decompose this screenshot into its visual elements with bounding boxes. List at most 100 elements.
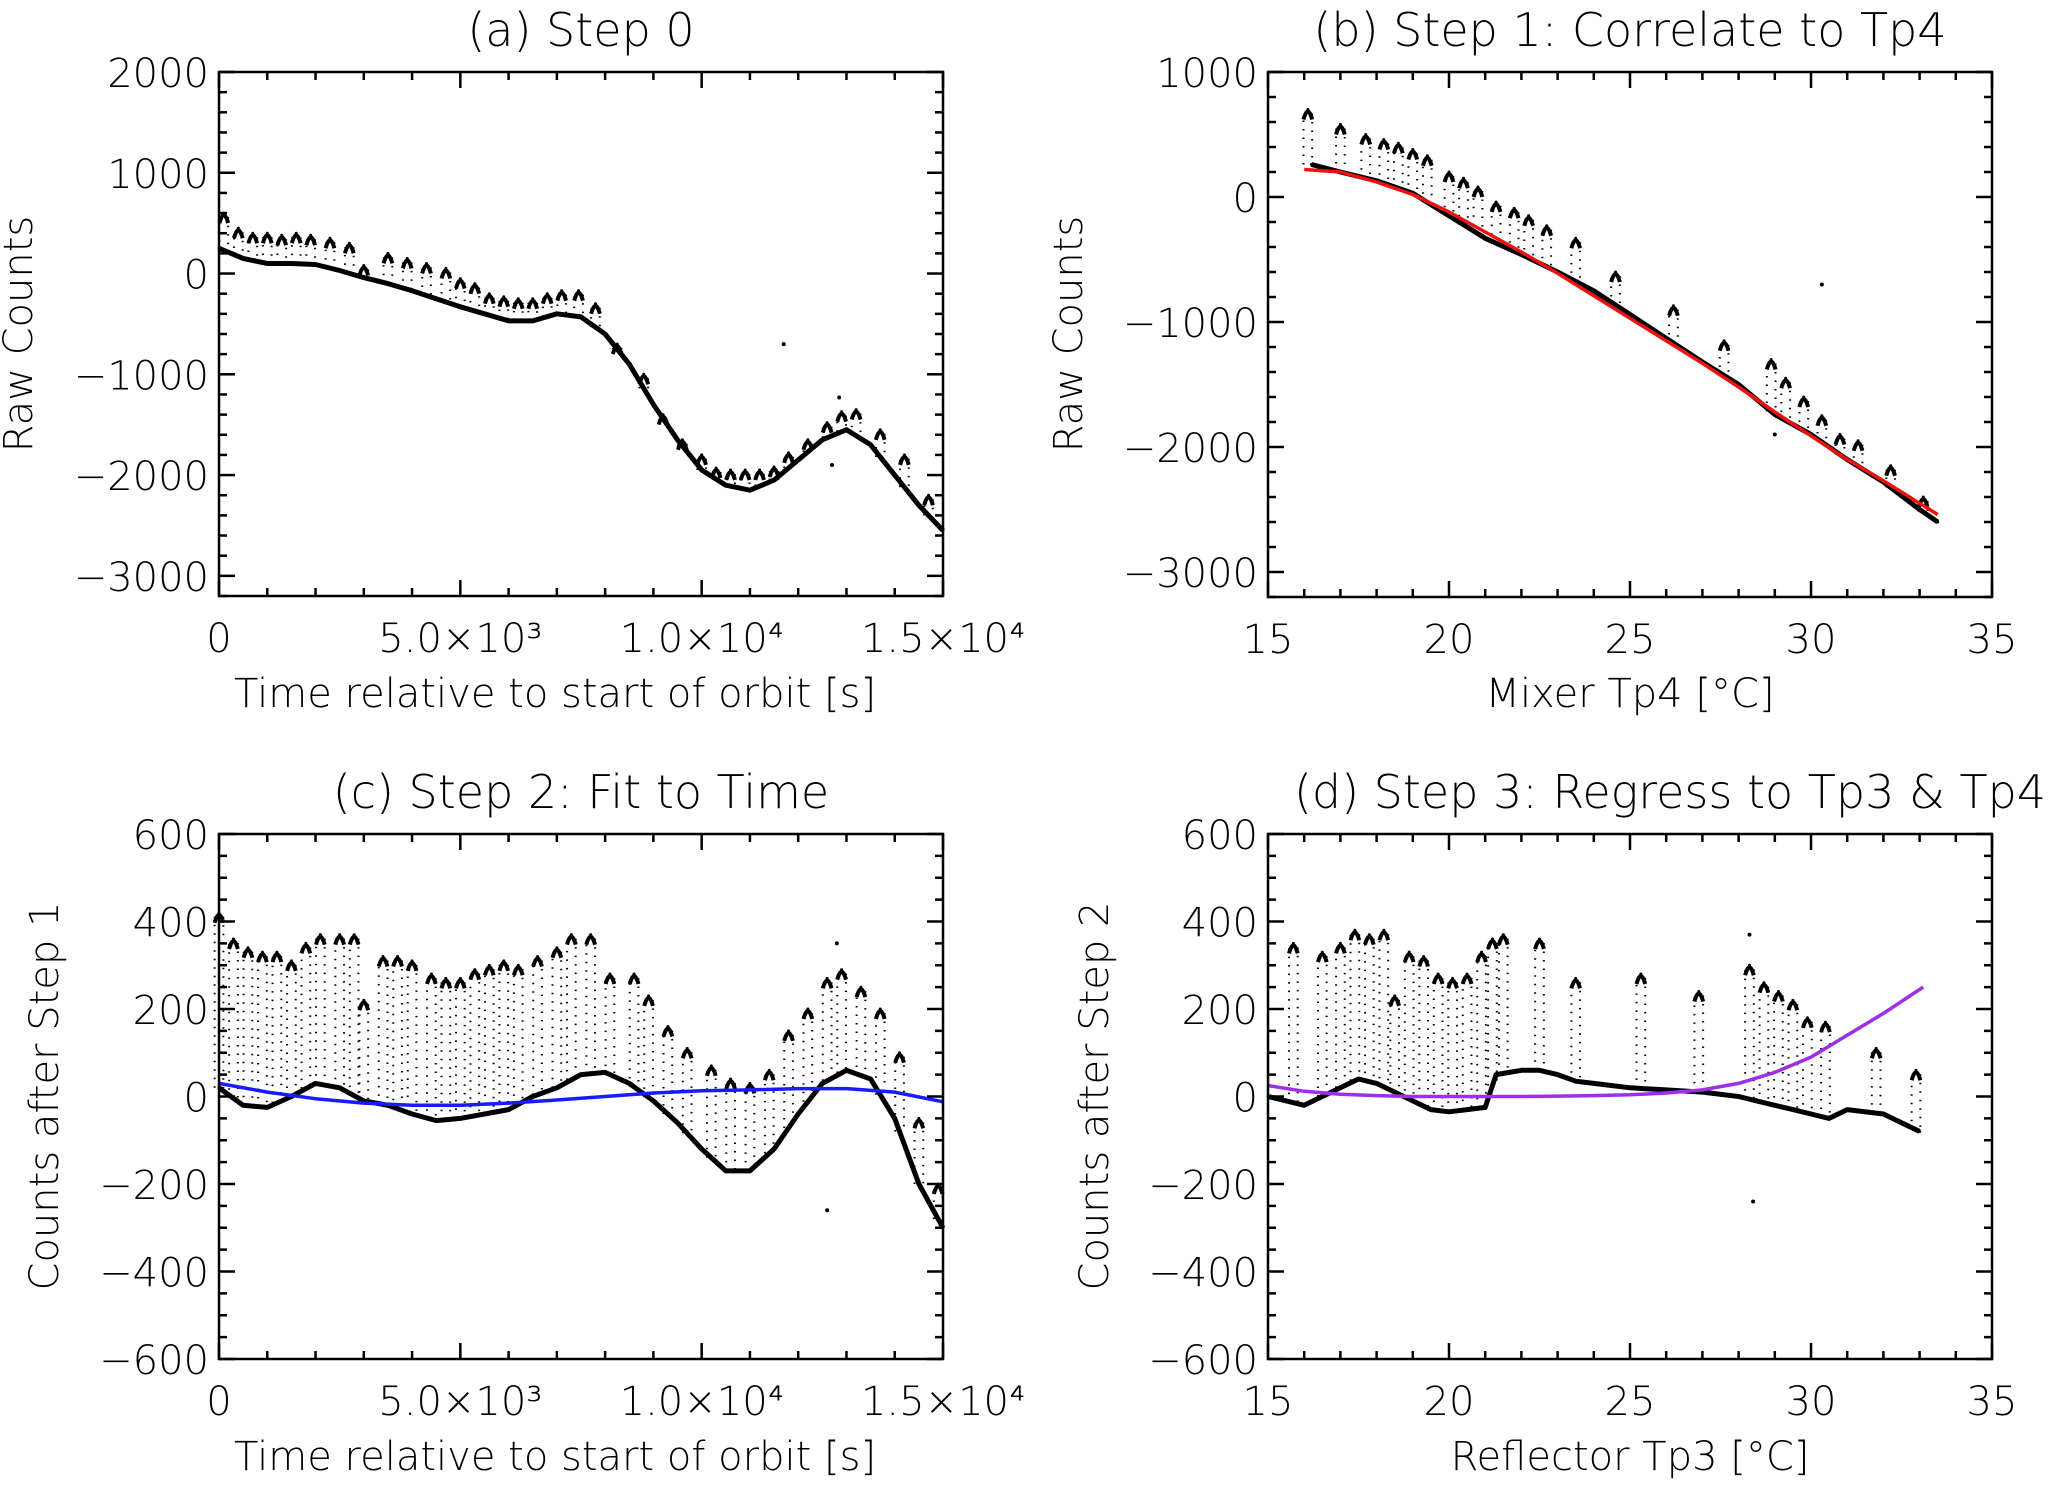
spike-top	[246, 233, 260, 244]
data-point	[1881, 1112, 1885, 1116]
data-point	[338, 1086, 342, 1090]
data-point	[893, 473, 897, 477]
data-point	[560, 289, 564, 293]
x-tick-label: 25	[1605, 1379, 1656, 1425]
spike-top	[333, 934, 346, 946]
spike-top	[439, 268, 453, 280]
spike	[1486, 937, 1499, 1086]
data-point	[700, 1147, 704, 1151]
spike-top	[381, 253, 395, 264]
spike	[275, 233, 289, 264]
spike-top	[820, 422, 834, 434]
data-point	[1722, 339, 1726, 343]
spike-top	[1475, 952, 1488, 963]
spike	[572, 289, 585, 317]
spike-top	[1377, 930, 1391, 941]
spike	[610, 342, 624, 355]
spike	[1786, 998, 1800, 1110]
spike-top	[270, 952, 284, 963]
panel-d-ticks	[1266, 832, 1994, 1361]
spike-top	[227, 939, 240, 950]
spike	[540, 292, 554, 317]
spike-top	[724, 470, 737, 481]
spike-top	[610, 344, 624, 355]
spike-top	[1779, 378, 1792, 389]
spike	[584, 933, 597, 1074]
spike-top	[835, 411, 848, 423]
spike	[820, 976, 834, 1081]
y-tick-label: 2000	[107, 51, 209, 97]
x-tick-label: 30	[1786, 617, 1837, 663]
data-point	[603, 332, 607, 336]
data-point	[825, 976, 829, 980]
data-point	[1411, 148, 1415, 151]
data-point	[1447, 214, 1451, 218]
spike	[893, 1051, 906, 1132]
data-point	[444, 267, 448, 270]
spike	[680, 1046, 694, 1134]
x-tick-label: 35	[1967, 617, 2018, 663]
x-tick-label: 1.0×10⁴	[620, 1379, 784, 1425]
spike-top	[343, 243, 356, 254]
spike-top	[873, 429, 887, 441]
data-point	[651, 1099, 655, 1103]
spike-top	[1471, 187, 1485, 198]
data-point	[844, 1068, 848, 1072]
outlier-point	[1772, 432, 1777, 437]
panel-a-frame	[217, 70, 945, 598]
spike-top	[1392, 143, 1405, 154]
data-point	[917, 1116, 921, 1120]
data-point	[1338, 1086, 1342, 1090]
spike	[1471, 185, 1485, 234]
spike-top	[285, 960, 298, 972]
data-point	[309, 233, 313, 237]
data-point	[1918, 508, 1922, 511]
spike	[357, 263, 371, 278]
panel-a-x-label: Time relative to start of orbit [s]	[234, 671, 876, 717]
data-point	[898, 1051, 902, 1055]
spike-top	[801, 439, 815, 451]
data-point	[531, 319, 535, 323]
data-point	[265, 231, 269, 235]
data-point	[1538, 1068, 1541, 1072]
data-point	[878, 428, 882, 432]
spike	[1522, 214, 1535, 258]
x-tick-label: 1.0×10⁴	[620, 616, 784, 662]
spike	[1402, 950, 1416, 1100]
panel-c-marks	[212, 911, 946, 1230]
panel-a-y-tick-labels: −3000 −2000 −1000 0 1000 2000	[74, 51, 209, 601]
spike	[483, 963, 496, 1114]
data-point	[1429, 1108, 1433, 1112]
data-point	[482, 1112, 486, 1116]
spike-top	[753, 470, 766, 481]
panel-a-marks	[217, 211, 945, 533]
x-tick-label: 0	[206, 1379, 231, 1425]
data-point	[260, 950, 264, 954]
spike	[1287, 941, 1300, 1103]
data-point	[444, 976, 448, 980]
data-point	[236, 226, 240, 230]
spike	[922, 493, 935, 516]
panel-b-y-tick-labels: −3000 −2000 −1000 0 1000	[1123, 51, 1258, 597]
data-point	[251, 231, 255, 235]
data-point	[1447, 170, 1451, 174]
fit-curve	[1267, 985, 1925, 1099]
data-point	[820, 438, 824, 442]
y-tick-label: −600	[1148, 1338, 1258, 1384]
data-point	[796, 458, 800, 462]
data-point	[1918, 1130, 1922, 1133]
x-tick-label: 15	[1243, 617, 1294, 663]
data-point	[338, 933, 342, 937]
data-point	[840, 410, 844, 414]
data-point	[748, 1081, 752, 1085]
spike-top	[1757, 982, 1771, 994]
spike	[1757, 981, 1771, 1103]
data-point	[1697, 990, 1701, 993]
data-point	[1407, 950, 1411, 954]
data-point	[555, 946, 559, 950]
spike-top	[391, 956, 404, 968]
data-point	[917, 1182, 921, 1186]
panel-c-y-tick-labels: −600 −400 −200 0 200 400 600	[99, 813, 209, 1384]
spike	[1489, 200, 1503, 244]
data-point	[685, 1046, 689, 1050]
